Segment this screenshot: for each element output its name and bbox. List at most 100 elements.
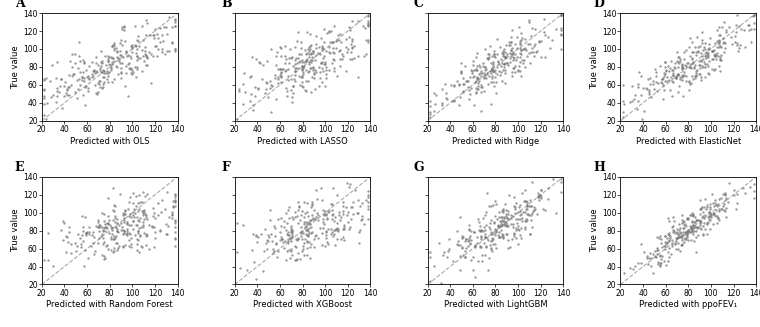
Point <box>126 213 138 218</box>
Point <box>275 74 287 79</box>
Point <box>676 64 688 69</box>
Point <box>518 36 530 42</box>
Point <box>686 49 698 54</box>
Point <box>698 44 710 49</box>
Point <box>96 225 108 230</box>
Point <box>124 53 136 59</box>
Point <box>667 67 679 73</box>
Point <box>511 54 524 59</box>
Point <box>676 236 689 241</box>
Point <box>463 222 475 228</box>
Point <box>518 58 530 63</box>
Point <box>322 241 334 247</box>
Point <box>515 47 527 53</box>
Point <box>340 180 353 185</box>
Point <box>713 40 725 45</box>
Point <box>321 215 334 221</box>
Point <box>295 51 307 57</box>
Point <box>511 209 524 214</box>
Point <box>470 54 482 60</box>
Point <box>345 205 357 210</box>
Point <box>334 48 346 53</box>
Point <box>283 216 296 221</box>
Point <box>69 51 81 57</box>
Point <box>343 227 355 232</box>
Point <box>303 44 315 50</box>
Point <box>555 190 567 195</box>
Point <box>701 49 713 55</box>
Point <box>86 232 98 237</box>
Point <box>689 214 701 219</box>
Point <box>720 208 732 214</box>
Point <box>442 236 454 241</box>
Point <box>340 205 352 210</box>
Point <box>701 50 714 56</box>
Point <box>280 68 292 73</box>
Point <box>102 56 114 61</box>
Point <box>98 253 110 259</box>
Point <box>670 239 682 244</box>
Point <box>524 217 537 222</box>
Point <box>97 211 109 216</box>
Point <box>112 55 125 60</box>
Point <box>486 61 499 67</box>
Point <box>303 68 315 73</box>
Point <box>648 86 660 91</box>
Point <box>499 54 511 60</box>
Point <box>500 214 512 219</box>
Point <box>496 235 508 241</box>
Point <box>333 209 345 214</box>
Point <box>632 98 644 104</box>
Point <box>274 234 287 240</box>
Point <box>515 30 527 36</box>
Point <box>489 227 502 232</box>
Point <box>117 55 129 60</box>
Point <box>682 79 695 85</box>
Point <box>55 106 68 111</box>
Point <box>260 240 272 245</box>
Point <box>507 54 519 59</box>
Point <box>321 217 333 222</box>
Point <box>313 44 325 50</box>
Point <box>95 70 107 75</box>
Point <box>485 238 497 243</box>
Point <box>656 77 668 82</box>
Point <box>56 218 68 224</box>
Point <box>337 209 350 214</box>
Point <box>681 60 693 65</box>
Point <box>452 239 464 244</box>
Point <box>151 35 163 41</box>
Point <box>717 40 730 45</box>
Point <box>318 40 331 45</box>
Point <box>71 78 84 83</box>
Point <box>686 56 698 61</box>
Point <box>705 212 717 217</box>
Point <box>92 90 104 95</box>
Point <box>290 68 302 73</box>
Point <box>61 92 73 97</box>
Point <box>451 241 463 246</box>
Point <box>680 47 692 52</box>
Point <box>495 215 507 220</box>
Point <box>312 217 325 223</box>
Point <box>673 72 685 77</box>
Point <box>51 85 63 90</box>
Point <box>689 49 701 55</box>
Point <box>359 26 372 31</box>
Point <box>663 218 676 223</box>
Point <box>105 66 117 71</box>
Point <box>453 83 465 88</box>
Point <box>328 49 340 55</box>
Point <box>267 238 279 243</box>
Point <box>106 232 118 237</box>
Point <box>105 236 117 242</box>
Point <box>131 66 143 72</box>
Point <box>538 16 550 22</box>
Point <box>247 107 259 112</box>
Point <box>480 76 492 81</box>
Point <box>684 65 696 70</box>
Point <box>335 39 347 44</box>
Point <box>696 63 708 68</box>
Point <box>63 84 75 90</box>
Point <box>489 232 501 237</box>
